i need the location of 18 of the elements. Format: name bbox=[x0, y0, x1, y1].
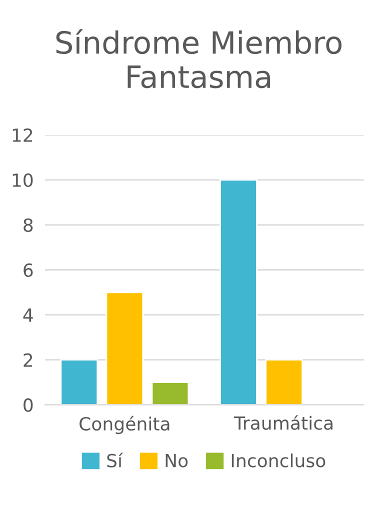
legend-label: Inconcluso bbox=[232, 453, 326, 468]
bar bbox=[265, 359, 303, 405]
y-tick-label: 10 bbox=[12, 173, 33, 188]
x-tick-label: Traumática bbox=[234, 415, 332, 430]
y-tick-label: 6 bbox=[24, 263, 33, 277]
y-tick-label: 2 bbox=[24, 353, 32, 367]
bar bbox=[220, 179, 258, 405]
legend-label: No bbox=[166, 454, 188, 468]
bar bbox=[60, 359, 98, 405]
x-tick-label: Congénita bbox=[80, 416, 170, 434]
y-tick-label: 4 bbox=[23, 308, 33, 322]
bar bbox=[151, 382, 190, 405]
y-tick-label: 0 bbox=[24, 398, 33, 412]
legend-label: Sí bbox=[107, 452, 123, 468]
y-tick-label: 8 bbox=[24, 218, 33, 232]
y-tick-label: 12 bbox=[12, 128, 32, 142]
bar bbox=[106, 292, 144, 405]
chart-title: Síndrome Miembro Fantasma bbox=[56, 29, 342, 88]
